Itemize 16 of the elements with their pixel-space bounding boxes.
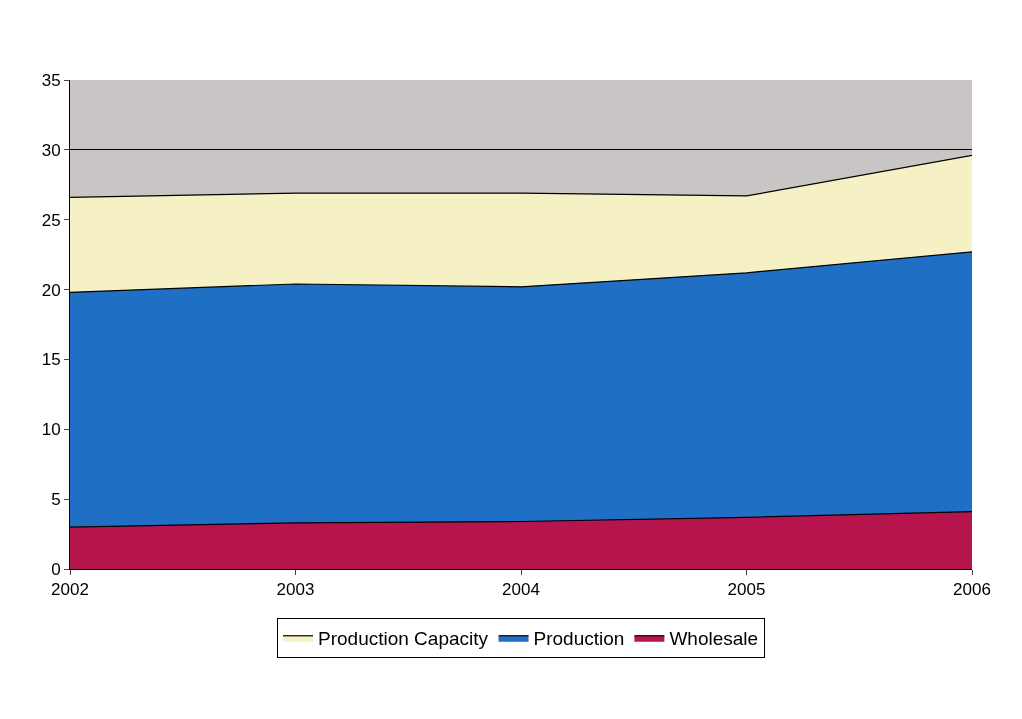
legend-label: Production Capacity	[318, 628, 489, 650]
x-tick-label: 2002	[51, 580, 89, 600]
y-tick-label: 15	[41, 350, 61, 370]
y-tick-label: 35	[41, 70, 61, 90]
x-tick-label: 2005	[727, 580, 766, 600]
legend-label: Wholesale	[669, 628, 759, 650]
y-tick-label: 30	[41, 140, 61, 160]
y-tick-label: 5	[51, 490, 61, 510]
x-tick-label: 2006	[953, 580, 991, 600]
y-tick-label: 25	[41, 210, 61, 230]
x-tick-label: 2003	[276, 580, 315, 600]
y-tick-label: 20	[41, 280, 61, 300]
legend-label: Production	[533, 628, 625, 650]
y-tick-label: 10	[41, 420, 61, 440]
x-tick-label: 2004	[502, 580, 540, 600]
y-tick-label: 0	[51, 559, 61, 579]
